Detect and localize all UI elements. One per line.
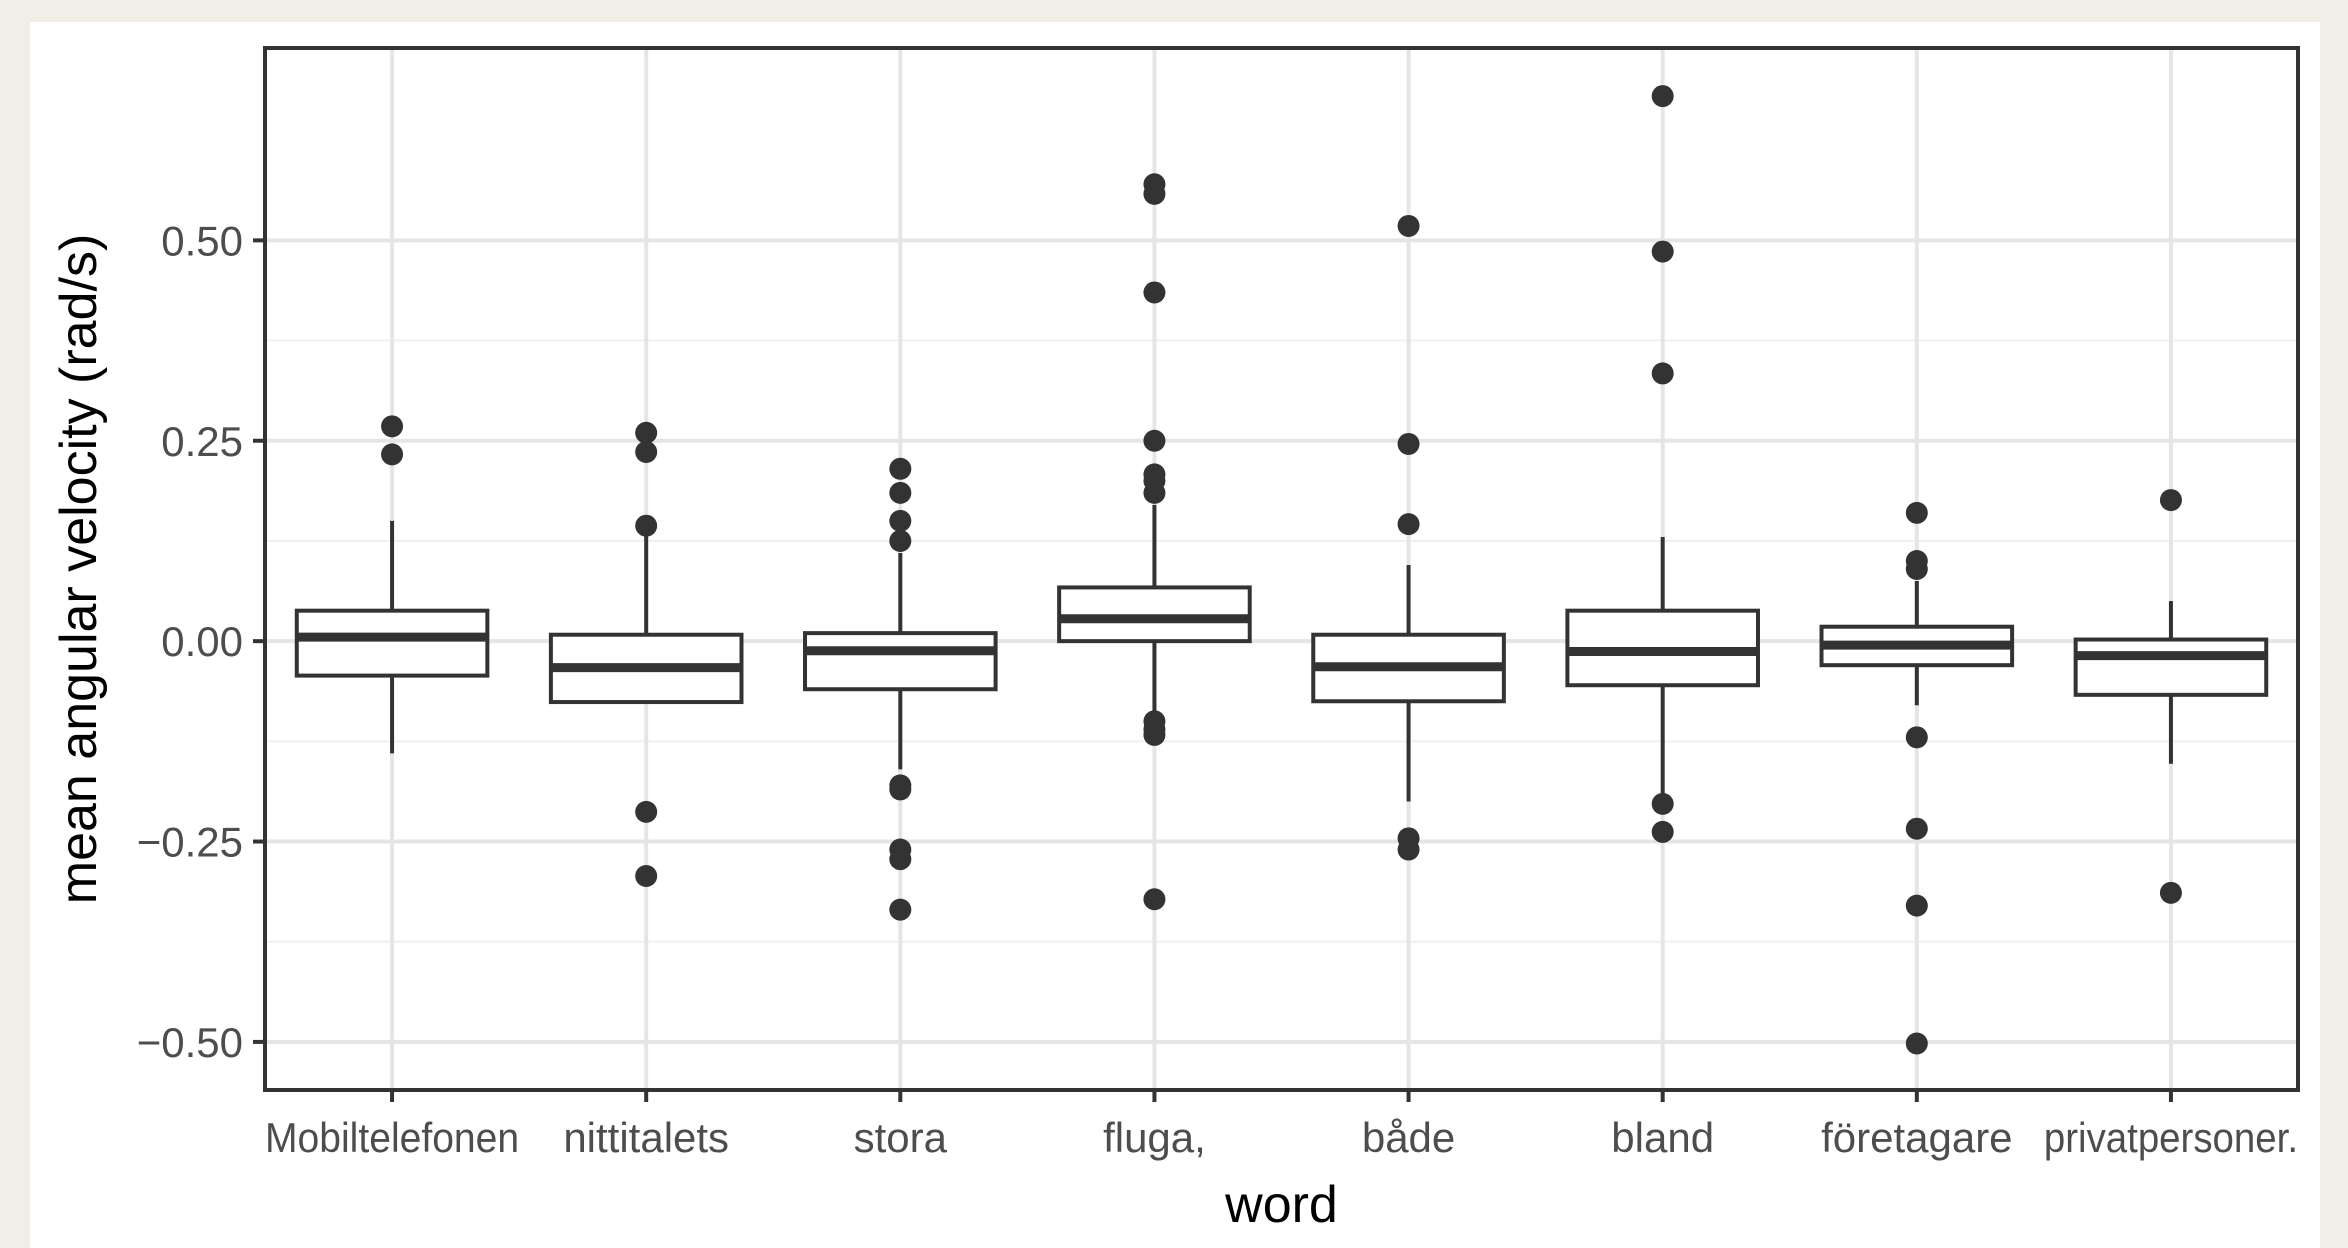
- outlier-point: [889, 457, 912, 480]
- box-plot-chart: 0.50 0.25 0.00 −0.25 −0.50 Mobiltelefonen nitt…: [50, 46, 2300, 1234]
- outlier-point: [1905, 726, 1928, 749]
- chart-figure: 0.50 0.25 0.00 −0.25 −0.50 Mobiltelefonen nitt…: [30, 22, 2320, 1248]
- y-tick-label: 0.00: [161, 618, 243, 665]
- x-tick-label: privatpersoner.: [2044, 1114, 2298, 1161]
- grid-lines: [265, 48, 2298, 1090]
- outlier-point: [1143, 888, 1166, 911]
- box-group: [1311, 214, 1506, 861]
- box-iqr: [294, 608, 490, 678]
- outlier-point: [381, 443, 404, 466]
- outlier-point: [889, 481, 912, 504]
- box-group: [294, 415, 490, 754]
- outlier-point: [635, 440, 658, 463]
- box-group: [548, 421, 744, 887]
- outlier-point: [1651, 240, 1674, 263]
- outlier-point: [889, 529, 912, 552]
- outlier-point: [1397, 432, 1420, 455]
- outlier-point: [1143, 182, 1166, 205]
- outlier-point: [2159, 489, 2182, 512]
- outlier-point: [889, 898, 912, 921]
- outlier-point: [2159, 881, 2182, 904]
- outlier-point: [1905, 501, 1928, 524]
- outlier-point: [1905, 1032, 1928, 1055]
- outlier-point: [1651, 85, 1674, 108]
- axes: 0.50 0.25 0.00 −0.25 −0.50 Mobiltelefonen nitt…: [137, 217, 2298, 1161]
- box-group: [1565, 85, 1760, 843]
- x-tick-label: bland: [1611, 1114, 1714, 1161]
- box-group: [1057, 173, 1252, 911]
- outlier-point: [1143, 481, 1166, 504]
- outlier-point: [1905, 817, 1928, 840]
- box-iqr: [803, 631, 998, 692]
- y-tick-label: 0.25: [161, 418, 243, 465]
- outlier-point: [1143, 723, 1166, 746]
- outlier-point: [1651, 820, 1674, 843]
- outlier-point: [635, 864, 658, 887]
- x-tick-label: Mobiltelefonen: [265, 1114, 519, 1161]
- outlier-point: [1651, 362, 1674, 385]
- y-tick-label: −0.50: [137, 1019, 243, 1066]
- plot-panel-border: [263, 46, 2300, 1092]
- box-group: [2073, 489, 2269, 904]
- outlier-point: [889, 509, 912, 532]
- y-tick-label: 0.50: [161, 217, 243, 264]
- outlier-point: [889, 848, 912, 871]
- outlier-point: [381, 415, 404, 438]
- outlier-point: [1651, 792, 1674, 815]
- x-tick-label: både: [1362, 1114, 1455, 1161]
- outlier-point: [1143, 281, 1166, 304]
- outlier-point: [1397, 838, 1420, 861]
- box-group: [1819, 501, 2015, 1055]
- outlier-point: [635, 800, 658, 823]
- outlier-point: [1143, 429, 1166, 452]
- x-tick-label: fluga,: [1103, 1114, 1206, 1161]
- outlier-point: [635, 514, 658, 537]
- box-iqr: [2073, 637, 2269, 697]
- x-tick-label: stora: [854, 1114, 948, 1161]
- outlier-point: [1905, 894, 1928, 917]
- outlier-point: [1397, 214, 1420, 237]
- x-tick-label: nittitalets: [563, 1114, 729, 1161]
- box-series: [294, 85, 2269, 1055]
- outlier-point: [1397, 513, 1420, 536]
- outlier-point: [889, 778, 912, 801]
- outlier-point: [1905, 558, 1928, 580]
- x-axis-title: word: [1224, 1176, 1338, 1234]
- box-group: [803, 457, 998, 921]
- y-tick-label: −0.25: [137, 819, 243, 866]
- x-tick-label: företagare: [1821, 1114, 2012, 1161]
- y-axis-title: mean angular velocity (rad/s): [50, 234, 108, 905]
- outlier-point: [635, 421, 658, 444]
